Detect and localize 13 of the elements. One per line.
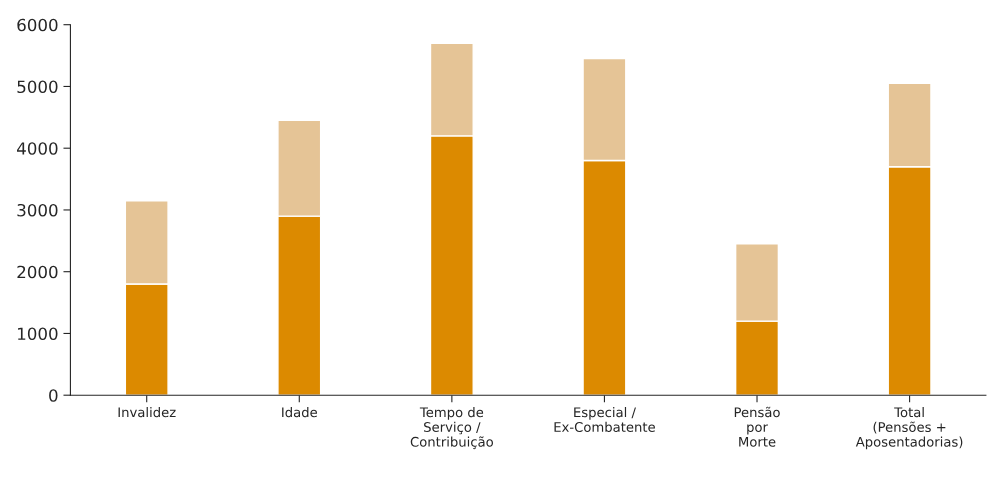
x-tick-label: Tempo de Serviço / Contribuição — [410, 407, 493, 450]
x-tick-label: Pensão por Morte — [734, 406, 780, 447]
x-tick-label: Total (Pensões + Aposentadorias) — [855, 407, 963, 450]
x-tick-label: Invalidez — [118, 407, 176, 418]
y-tick-label: 0 — [49, 389, 58, 402]
y-tick-label: 1000 — [18, 327, 58, 341]
y-tick-label: 3000 — [17, 203, 58, 217]
x-tick-label: Idade — [282, 407, 317, 418]
y-tick-label: 6000 — [17, 18, 58, 32]
y-tick-label: 2000 — [17, 265, 58, 279]
y-tick-label: 4000 — [17, 142, 58, 155]
x-tick-label: Especial / Ex-Combatente — [554, 407, 655, 432]
y-tick-label: 5000 — [17, 80, 58, 94]
